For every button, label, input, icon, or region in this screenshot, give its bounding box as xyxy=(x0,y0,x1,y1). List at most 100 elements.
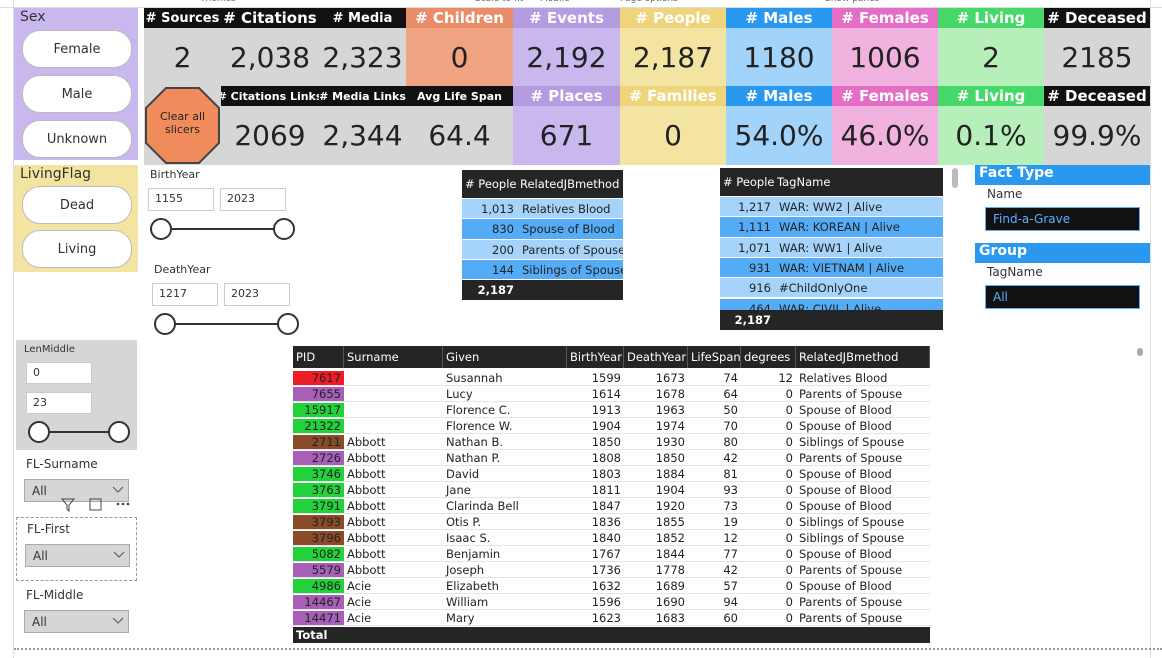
table-row xyxy=(293,434,930,450)
cell: 93 xyxy=(723,483,738,497)
cell: Abbott xyxy=(347,483,386,497)
total-cell: Total xyxy=(296,628,328,642)
tag-table: # People TagName 1,217 WAR: WW2 | Alive 1,11… xyxy=(720,168,958,336)
cell: 1,111 xyxy=(738,220,771,235)
clear-button-label[interactable]: Clear all slicers xyxy=(159,110,206,136)
cell: 3793 xyxy=(311,515,341,529)
card-value: 2,344 xyxy=(319,106,406,165)
panel-title: Fact Type xyxy=(975,165,1150,185)
range-handle[interactable] xyxy=(273,218,295,240)
slicer-option[interactable]: Living xyxy=(22,230,132,268)
cell: 1963 xyxy=(655,403,685,417)
range-handle[interactable] xyxy=(150,218,172,240)
clear-button-shape[interactable] xyxy=(144,86,221,165)
card-label: # Deceased xyxy=(1044,8,1150,28)
slicer-option[interactable]: Female xyxy=(22,30,132,68)
dropdown-box[interactable]: All xyxy=(24,610,129,633)
relation-color xyxy=(293,531,344,545)
total-cell: 2,187 xyxy=(734,312,771,327)
card-label: # Children xyxy=(406,8,513,28)
cell: Siblings of Spouse xyxy=(799,531,905,545)
range-to[interactable]: 2023 xyxy=(224,283,290,306)
panel-title: Group xyxy=(975,243,1150,263)
cell: 50 xyxy=(723,403,738,417)
cell: Parents of Spouse xyxy=(799,387,903,401)
cell: Abbott xyxy=(347,499,386,513)
table-row xyxy=(720,257,943,279)
range-handle[interactable] xyxy=(277,313,299,335)
card-value: 46.0% xyxy=(832,106,938,165)
cell: 0 xyxy=(785,451,793,465)
cell: 80 xyxy=(723,435,738,449)
table-row xyxy=(293,482,930,498)
cell: 1930 xyxy=(655,435,685,449)
dropdown-chevron xyxy=(112,611,124,632)
cell: 1904 xyxy=(655,483,685,497)
cell: Spouse of Blood xyxy=(799,483,892,497)
selected-value[interactable]: Find-a-Grave xyxy=(985,207,1140,231)
cell: 0 xyxy=(785,547,793,561)
cell: 2726 xyxy=(311,451,341,465)
chevron-icon xyxy=(112,617,124,624)
cell: Nathan P. xyxy=(446,451,501,465)
visual-header-icons[interactable] xyxy=(56,496,136,514)
range-handle[interactable] xyxy=(154,313,176,335)
range-handle[interactable] xyxy=(28,421,50,443)
dropdown-box[interactable]: All xyxy=(24,479,129,502)
cell: 1913 xyxy=(591,403,621,417)
cell: 916 xyxy=(749,281,771,296)
dropdown-box[interactable]: All xyxy=(25,544,130,567)
card-label: # Sources xyxy=(144,8,221,28)
card-label: # Media Links xyxy=(319,86,406,106)
cell: 3791 xyxy=(311,499,341,513)
card-value: 2,323 xyxy=(319,28,406,87)
cell: Parents of Spouse xyxy=(799,563,903,577)
cell: Parents of Spouse xyxy=(799,595,903,609)
slicer-option[interactable]: Dead xyxy=(22,186,132,224)
cell: 0 xyxy=(785,563,793,577)
field-label: Name xyxy=(987,187,1023,201)
slicer-option[interactable]: Unknown xyxy=(22,120,132,158)
range-to[interactable]: 23 xyxy=(26,392,92,414)
cell: Jane xyxy=(446,483,471,497)
cell: Lucy xyxy=(446,387,473,401)
cell: Benjamin xyxy=(446,547,501,561)
cell: Parents of Spouse xyxy=(799,611,903,625)
relation-color xyxy=(293,515,344,529)
range-from[interactable]: 0 xyxy=(26,362,92,384)
relation-color xyxy=(293,595,344,609)
fact-type-slicer: Fact Type Name Find-a-Grave xyxy=(975,165,1150,237)
dropdown-chevron xyxy=(113,545,125,566)
cell: 1855 xyxy=(655,515,685,529)
range-to[interactable]: 2023 xyxy=(220,188,286,211)
left-rail xyxy=(0,0,14,658)
cell: 15917 xyxy=(304,403,341,417)
cell: 1904 xyxy=(591,419,621,433)
cell: 0 xyxy=(785,515,793,529)
cell: 42 xyxy=(723,563,738,577)
selected-value[interactable]: All xyxy=(985,285,1140,309)
range-handle[interactable] xyxy=(108,421,130,443)
column-header: # People xyxy=(720,168,774,196)
cell: 74 xyxy=(723,371,738,385)
len-middle-slicer: LenMiddle 0 23 xyxy=(16,340,137,450)
card-label: # Citations xyxy=(221,8,319,28)
people-table: PID Surname Given BirthYear DeathYear LifeSpa… xyxy=(293,346,930,643)
cell: 19 xyxy=(723,515,738,529)
table-row xyxy=(462,219,623,240)
cell: 64 xyxy=(723,387,738,401)
cell: 1,071 xyxy=(738,240,771,255)
range-from[interactable]: 1217 xyxy=(152,283,218,306)
cell: 1596 xyxy=(591,595,621,609)
cell: 1623 xyxy=(591,611,621,625)
cell: 2711 xyxy=(311,435,341,449)
clear-button-area[interactable]: Clear all slicers xyxy=(144,86,221,165)
sex-slicer: Sex Female Male Unknown xyxy=(14,8,138,160)
slicer-option[interactable]: Male xyxy=(22,75,132,113)
range-from[interactable]: 1155 xyxy=(148,188,214,211)
relation-color xyxy=(293,435,344,449)
cell: 1808 xyxy=(591,451,621,465)
cell: 7617 xyxy=(311,371,341,385)
table-row xyxy=(720,278,943,299)
